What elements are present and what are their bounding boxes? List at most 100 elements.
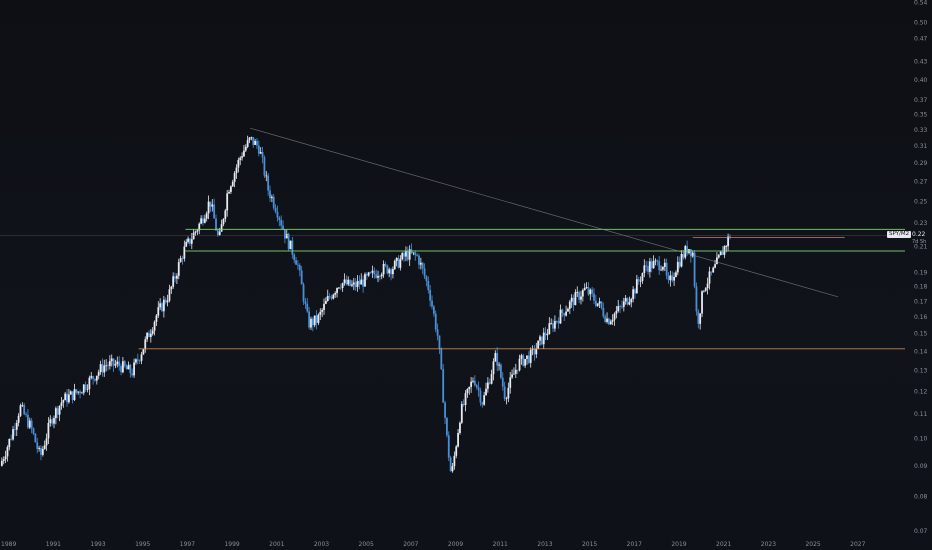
candle-body xyxy=(131,373,134,376)
candle-body xyxy=(600,301,603,308)
x-tick-label: 2013 xyxy=(537,541,552,548)
candle-body xyxy=(565,311,567,316)
x-tick-label: 1999 xyxy=(224,541,239,548)
x-tick-label: 1997 xyxy=(180,541,195,548)
candle-body xyxy=(138,360,141,362)
candle-body xyxy=(284,229,286,239)
candle-body xyxy=(23,405,26,415)
candle-body xyxy=(581,290,584,297)
candle-body xyxy=(472,380,474,382)
candle-body xyxy=(494,353,497,362)
symbol-badge: SPY/M2 xyxy=(887,231,912,239)
candle-body xyxy=(239,157,242,160)
candle-body xyxy=(574,292,577,306)
candle-body xyxy=(230,186,232,192)
candle-body xyxy=(470,381,473,387)
y-tick-label: 0.10 xyxy=(914,436,928,443)
candle-body xyxy=(67,394,70,403)
candle-body xyxy=(231,181,234,187)
candle-body xyxy=(161,303,163,312)
candle-body xyxy=(40,447,42,455)
candle-body xyxy=(622,301,625,307)
candle-body xyxy=(706,283,709,289)
candle-body xyxy=(112,358,115,366)
candle-body xyxy=(94,378,96,381)
candle-body xyxy=(261,151,264,158)
candle-body xyxy=(45,438,48,446)
candle-body xyxy=(434,313,437,330)
candle-body xyxy=(609,321,612,325)
candle-body xyxy=(455,446,458,456)
candle-body xyxy=(555,321,558,322)
candle-body xyxy=(552,323,554,329)
candle-body xyxy=(125,366,128,370)
candle-body xyxy=(69,391,72,395)
candle-body xyxy=(617,306,620,311)
candle-body xyxy=(330,297,333,299)
candle-body xyxy=(54,408,57,419)
candle-body xyxy=(498,364,500,366)
candle-body xyxy=(237,159,240,168)
candle-body xyxy=(183,246,186,259)
candle-body xyxy=(598,301,601,304)
candle-body xyxy=(697,311,700,324)
y-tick-label: 0.13 xyxy=(914,368,928,375)
candle-body xyxy=(88,377,91,390)
candle-body xyxy=(298,265,301,271)
candle-body xyxy=(725,246,728,247)
y-tick-label: 0.09 xyxy=(914,463,928,470)
candle-body xyxy=(338,287,340,289)
candle-body xyxy=(704,288,707,291)
candle-body xyxy=(310,318,312,328)
candle-body xyxy=(62,400,65,403)
candle-body xyxy=(459,422,461,434)
candle-body xyxy=(568,301,571,309)
candle-body xyxy=(635,279,638,294)
candle-body xyxy=(481,402,484,405)
candle-body xyxy=(429,289,432,301)
candle-body xyxy=(444,402,446,418)
candle-body xyxy=(535,349,538,355)
last-price-label: 0.22 xyxy=(912,231,926,239)
candle-body xyxy=(583,288,586,291)
candle-body xyxy=(90,376,93,378)
candle-body xyxy=(438,335,441,349)
candle-body xyxy=(557,321,560,324)
candle-body xyxy=(511,374,513,378)
candle-body xyxy=(423,268,426,277)
candle-body xyxy=(159,303,162,308)
candle-body xyxy=(153,321,156,331)
y-tick-label: 0.16 xyxy=(914,314,928,321)
candle-body xyxy=(604,316,607,322)
candle-body xyxy=(226,193,229,211)
candle-body xyxy=(202,218,204,223)
candle-body xyxy=(172,276,175,287)
candle-body xyxy=(189,238,191,244)
candle-body xyxy=(41,448,44,455)
candle-body xyxy=(164,299,167,303)
candle-body xyxy=(332,294,335,299)
candle-body xyxy=(531,348,534,350)
candle-body xyxy=(714,264,716,268)
x-tick-label: 2009 xyxy=(448,541,463,548)
candle-body xyxy=(513,373,515,375)
candle-body xyxy=(66,393,68,403)
candle-body xyxy=(675,272,677,277)
candle-body xyxy=(663,262,666,267)
x-tick-label: 2005 xyxy=(359,541,374,548)
candle-body xyxy=(200,218,203,224)
candle-body xyxy=(280,220,283,226)
candle-body xyxy=(594,300,597,306)
candle-body xyxy=(142,349,145,355)
candle-body xyxy=(386,265,389,274)
x-tick-label: 1991 xyxy=(46,541,61,548)
candle-body xyxy=(278,217,281,221)
candle-body xyxy=(187,238,189,242)
candle-body xyxy=(127,364,130,370)
candle-body xyxy=(315,315,318,323)
candle-body xyxy=(328,296,331,298)
candle-body xyxy=(25,414,27,416)
candle-body xyxy=(354,282,357,288)
candle-body xyxy=(395,257,398,261)
